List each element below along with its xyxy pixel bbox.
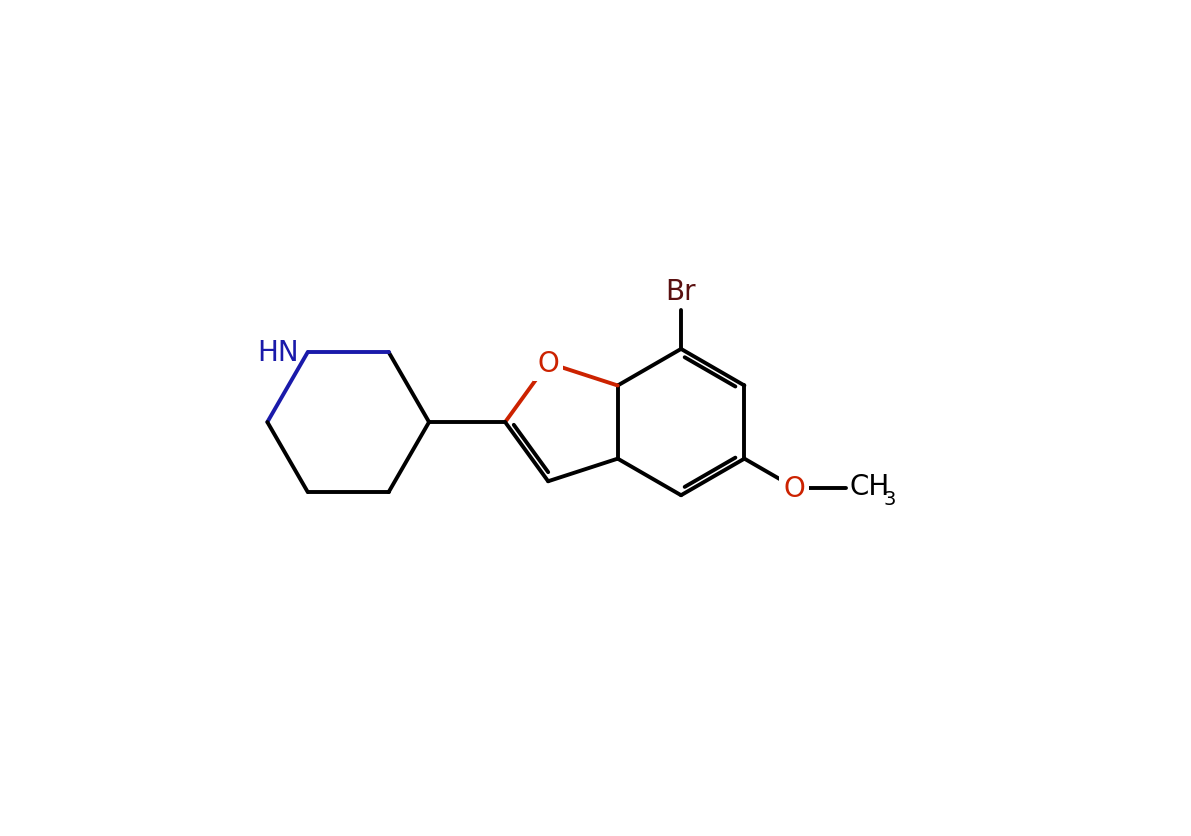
Text: HN: HN xyxy=(257,339,299,367)
Text: 3: 3 xyxy=(884,489,896,508)
Text: CH: CH xyxy=(850,472,890,501)
Text: Br: Br xyxy=(666,278,697,306)
Text: O: O xyxy=(537,349,559,377)
Text: O: O xyxy=(784,474,805,502)
